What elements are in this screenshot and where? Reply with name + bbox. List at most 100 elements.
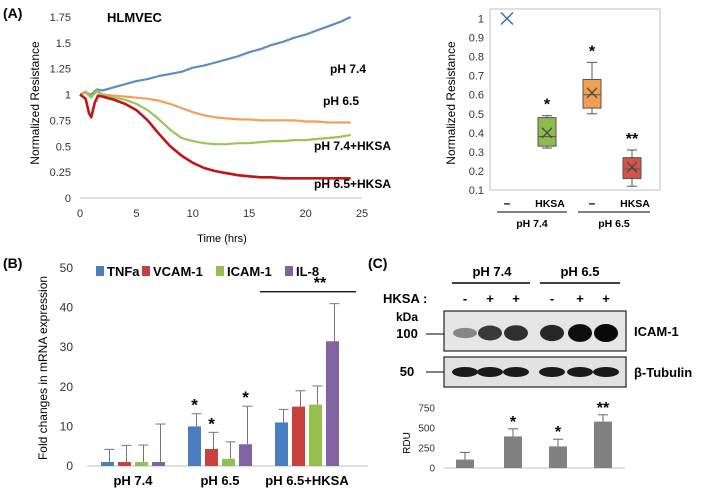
line-chart-xtick-label: 10: [187, 208, 199, 220]
blot-hksa-value: -: [550, 291, 554, 306]
blot-icam-label: ICAM-1: [634, 324, 679, 339]
box-mean-marker: [626, 161, 638, 173]
line-chart-ytick-label: 0.75: [50, 115, 71, 127]
legend-label: IL-8: [296, 264, 319, 279]
line-series-label: pH 7.4+HKSA: [314, 139, 391, 153]
box-body: [537, 117, 557, 147]
legend-label: VCAM-1: [153, 264, 203, 279]
box-chart-ylabel: Normalized Resistance: [444, 41, 458, 165]
legend-label: TNFa: [107, 264, 140, 279]
box-group-label: pH 6.5: [598, 218, 630, 230]
bar-b-vcam-1: [205, 448, 218, 466]
blot-tubulin-band: [452, 367, 478, 377]
line-chart-ytick-label: 1.75: [50, 12, 71, 24]
legend-swatch: [285, 266, 293, 276]
bar-b-ytick-label: 40: [60, 301, 74, 315]
line-chart-xtick-label: 5: [133, 208, 139, 220]
blot-hksa-value: +: [576, 291, 584, 306]
bar-b-tnfa: [188, 426, 201, 466]
line-chart-xtick-label: 20: [299, 208, 311, 220]
blot-tubulin-band: [567, 367, 593, 377]
bar-b-significance: *: [208, 414, 215, 433]
box-body: [582, 78, 602, 109]
box-body: [622, 157, 642, 180]
box-mean-marker: [500, 11, 514, 26]
line-series-label: pH 6.5: [323, 94, 359, 108]
bar-b-ytick-label: 10: [60, 419, 74, 433]
bar-c-bar: [504, 436, 522, 468]
legend-label: ICAM-1: [227, 264, 272, 279]
box-significance: *: [589, 43, 596, 60]
blot-tubulin-band: [503, 367, 529, 377]
blot-hksa-value: +: [512, 291, 520, 306]
blot-marker-100: 100: [396, 326, 418, 341]
blot-hksa-label: HKSA :: [383, 291, 427, 306]
box-mean-marker: [586, 87, 598, 99]
box-chart-ytick-label: 0.9: [469, 33, 484, 45]
panel-label-c: (C): [368, 255, 387, 271]
box-chart-ytick-label: 0.7: [469, 71, 484, 83]
line-chart-a: pH 7.4 pH 6.5 pH 7.4+HKSA pH 6.5+HKSA 0 0.25…: [28, 10, 391, 245]
box-category-label: HKSA: [535, 198, 565, 210]
box-chart-a: 0.1 0.2 0.3 0.4 0.5 0.6 0.7 0.8 0.9 1 – * HKSA * – ** H…: [444, 8, 661, 230]
blot-icam-band: [568, 324, 592, 342]
box-category-label: –: [589, 196, 596, 210]
line-chart-xtick-label: 25: [356, 208, 368, 220]
bar-b-ytick-label: 50: [60, 261, 74, 275]
blot-group-label: pH 6.5: [560, 264, 599, 279]
legend-swatch: [216, 266, 224, 276]
line-chart-xtick-label: 15: [243, 208, 255, 220]
box-chart-ytick-label: 0.5: [469, 109, 484, 121]
line-series-ph-7-4: [79, 16, 352, 96]
line-chart-ytick-label: 0: [65, 193, 71, 205]
bar-chart-b-ylabel: Fold changes in mRNA expression: [36, 276, 50, 460]
blot-tubulin-label: β-Tubulin: [634, 365, 692, 380]
bar-c-significance: **: [597, 400, 610, 417]
blot-icam-band: [478, 325, 502, 341]
bar-b-significance: *: [191, 396, 198, 415]
bar-c-bar: [594, 421, 612, 468]
bar-b-icam-1: [135, 462, 148, 466]
blot-icam-band: [453, 327, 477, 339]
line-series-label: pH 7.4: [330, 62, 366, 76]
bar-b-category-label: pH 6.5: [200, 473, 239, 488]
line-series-label: pH 6.5+HKSA: [314, 177, 391, 191]
blot-icam-band: [594, 324, 618, 342]
line-chart-ytick-label: 1.25: [50, 64, 71, 76]
blot-hksa-value: -: [463, 291, 467, 306]
bar-b-il-8: [239, 444, 252, 466]
box-significance: *: [544, 97, 551, 114]
bar-b-icam-1: [309, 404, 322, 466]
bar-c-significance: *: [555, 424, 562, 441]
box-category-label: –: [504, 196, 511, 210]
bar-b-ytick-label: 0: [66, 459, 73, 473]
bar-b-ytick-label: 30: [60, 340, 74, 354]
line-chart-ytick-label: 0.25: [50, 167, 71, 179]
line-series-ph-7-4-hksa: [79, 89, 351, 146]
line-chart-ylabel: Normalized Resistance: [28, 41, 42, 165]
panel-label-a: (A): [3, 5, 22, 21]
blot-icam-band: [540, 324, 564, 342]
box-chart-ytick-label: 1: [478, 14, 484, 26]
bar-b-category-label: pH 7.4: [113, 473, 153, 488]
blot-tubulin-band: [593, 367, 619, 377]
blot-marker-50: 50: [400, 364, 414, 379]
blot-hksa-value: +: [602, 291, 610, 306]
blot-group-label: pH 7.4: [472, 264, 512, 279]
box-chart-ytick-label: 0.8: [469, 52, 484, 64]
line-chart-ytick-label: 0.5: [56, 141, 71, 153]
blot-tubulin-band: [477, 367, 503, 377]
bar-b-il-8: [152, 462, 165, 466]
box-chart-ytick-label: 0.1: [469, 185, 484, 197]
bar-b-bracket-significance: **: [314, 275, 327, 292]
bar-c-significance: *: [510, 414, 517, 431]
box-mean-marker: [541, 127, 553, 139]
line-series-ph-6-5-hksa: [79, 93, 351, 180]
box-significance: **: [626, 131, 639, 148]
bar-c-ytick-label: 250: [418, 444, 435, 455]
bar-b-vcam-1: [292, 406, 305, 466]
line-chart-xtick-label: 0: [77, 208, 83, 220]
legend-swatch: [96, 266, 104, 276]
